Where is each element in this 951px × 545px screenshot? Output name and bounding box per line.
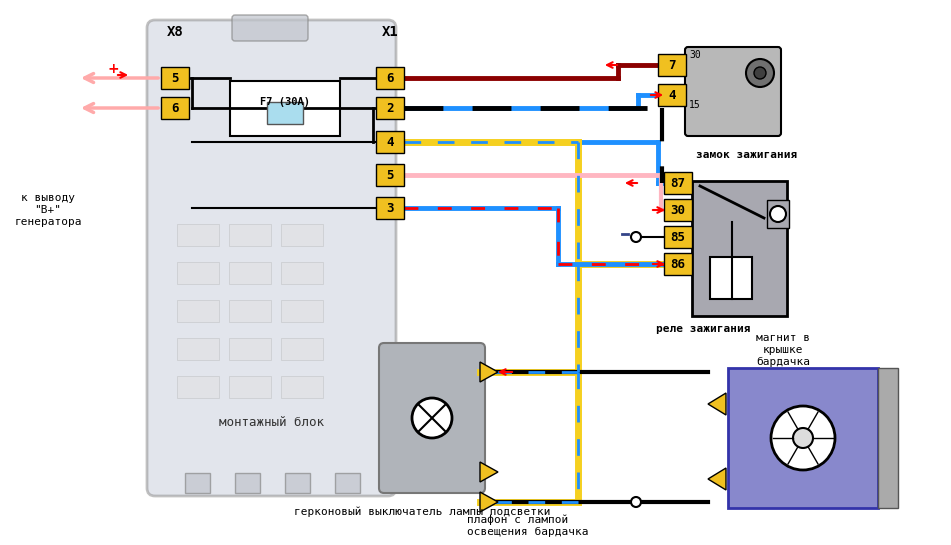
FancyBboxPatch shape (658, 84, 686, 106)
FancyBboxPatch shape (664, 253, 692, 275)
Bar (728, 368, 878, 508)
Bar (230, 81, 340, 136)
Text: 7: 7 (669, 58, 676, 71)
Text: 86: 86 (670, 257, 686, 270)
Bar (281, 338, 323, 360)
Bar (710, 257, 752, 299)
Bar (185, 473, 210, 493)
Text: магнит в
крышке
бардачка: магнит в крышке бардачка (756, 334, 810, 367)
Text: 4: 4 (669, 88, 676, 101)
FancyBboxPatch shape (692, 181, 787, 316)
Bar (177, 224, 219, 246)
Text: 30: 30 (670, 203, 686, 216)
Text: F7 (30A): F7 (30A) (260, 97, 310, 107)
Bar (177, 262, 219, 284)
Text: 5: 5 (171, 71, 179, 84)
Bar (281, 300, 323, 322)
Bar (229, 300, 271, 322)
Circle shape (412, 398, 452, 438)
Polygon shape (480, 492, 498, 512)
FancyBboxPatch shape (147, 20, 396, 496)
FancyBboxPatch shape (376, 131, 404, 153)
Text: 85: 85 (670, 231, 686, 244)
Text: реле зажигания: реле зажигания (656, 324, 750, 334)
Circle shape (771, 406, 835, 470)
Text: 30: 30 (689, 50, 701, 60)
Polygon shape (708, 468, 726, 490)
FancyBboxPatch shape (685, 47, 781, 136)
Bar (767, 200, 789, 228)
Bar (229, 224, 271, 246)
Text: 5: 5 (386, 168, 394, 181)
Text: 6: 6 (171, 101, 179, 114)
Bar (229, 376, 271, 398)
Text: герконовый выключатель лампы подсветки: герконовый выключатель лампы подсветки (294, 507, 551, 517)
Text: 3: 3 (386, 202, 394, 215)
FancyBboxPatch shape (161, 97, 189, 119)
Bar (235, 473, 260, 493)
FancyBboxPatch shape (376, 164, 404, 186)
Bar (229, 262, 271, 284)
Text: к выводу
"В+"
генератора: к выводу "В+" генератора (14, 193, 82, 227)
Text: 87: 87 (670, 177, 686, 190)
Bar (281, 224, 323, 246)
Text: плафон с лампой
освещения бардачка: плафон с лампой освещения бардачка (467, 515, 589, 537)
FancyBboxPatch shape (232, 15, 308, 41)
Text: X1: X1 (381, 25, 398, 39)
Bar (177, 300, 219, 322)
Text: 4: 4 (386, 136, 394, 148)
Circle shape (631, 497, 641, 507)
Text: 15: 15 (689, 100, 701, 110)
Text: замок зажигания: замок зажигания (696, 150, 798, 160)
Circle shape (746, 59, 774, 87)
Bar (281, 262, 323, 284)
Text: монтажный блок: монтажный блок (219, 416, 324, 429)
Bar (878, 368, 898, 508)
Circle shape (770, 206, 786, 222)
Circle shape (631, 232, 641, 242)
Polygon shape (480, 462, 498, 482)
FancyBboxPatch shape (664, 172, 692, 194)
Polygon shape (480, 362, 498, 382)
Text: X8: X8 (166, 25, 184, 39)
Bar (335, 473, 360, 493)
FancyBboxPatch shape (658, 54, 686, 76)
Bar (285, 473, 310, 493)
FancyBboxPatch shape (379, 343, 485, 493)
FancyBboxPatch shape (664, 199, 692, 221)
Circle shape (793, 428, 813, 448)
Polygon shape (708, 393, 726, 415)
Circle shape (754, 67, 766, 79)
Bar (267, 102, 303, 124)
Bar (281, 376, 323, 398)
Text: +: + (107, 62, 119, 76)
Bar (177, 376, 219, 398)
Text: 2: 2 (386, 101, 394, 114)
FancyBboxPatch shape (376, 67, 404, 89)
FancyBboxPatch shape (376, 97, 404, 119)
Text: 6: 6 (386, 71, 394, 84)
Bar (229, 338, 271, 360)
Bar (177, 338, 219, 360)
FancyBboxPatch shape (376, 197, 404, 219)
FancyBboxPatch shape (161, 67, 189, 89)
FancyBboxPatch shape (664, 226, 692, 248)
